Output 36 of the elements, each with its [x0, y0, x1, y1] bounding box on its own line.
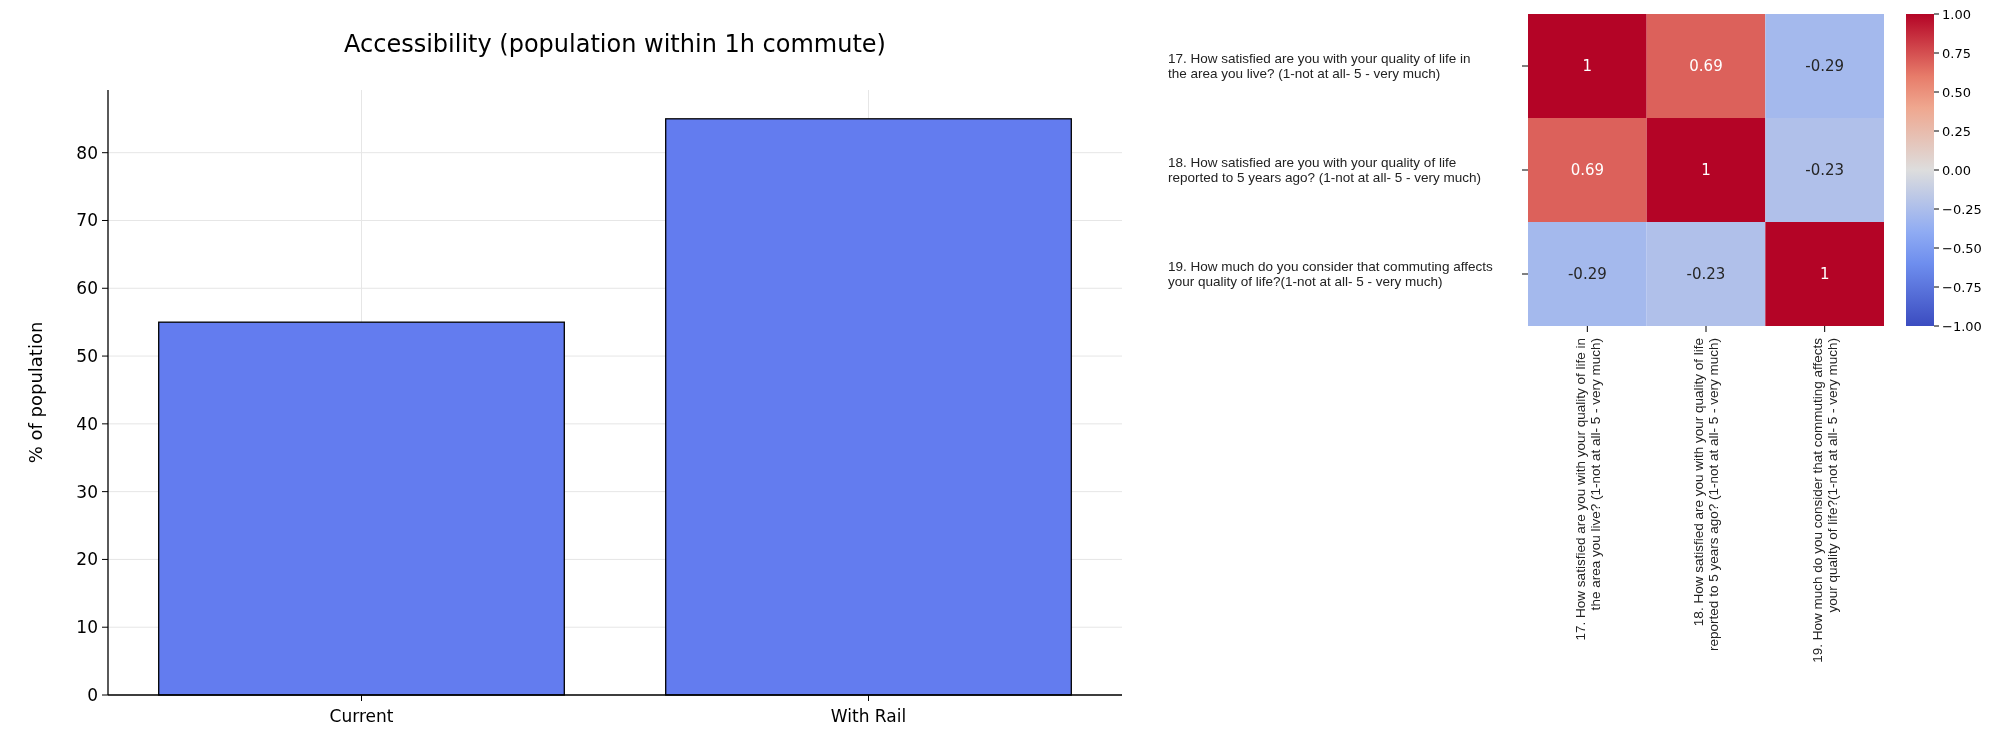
- data-label: -0.29: [1567, 265, 1607, 284]
- y-tick-label: 10: [76, 617, 98, 638]
- color-bar-label: −0.25: [1942, 201, 1982, 217]
- y-tick-label: 80: [76, 142, 98, 163]
- chart-title: Accessibility (population within 1h commute): [344, 30, 886, 58]
- color-bar-label: −0.75: [1942, 279, 1982, 295]
- y-tick-label: 60: [76, 278, 98, 299]
- x-tick-label: Current: [329, 706, 394, 726]
- color-bar-label: −0.50: [1942, 240, 1982, 256]
- data-label: 1: [1582, 57, 1593, 76]
- data-label: -0.29: [1805, 57, 1845, 76]
- y-tick-label: 20: [76, 549, 98, 570]
- y-tick-label: 40: [76, 413, 98, 434]
- y-tick-label: 70: [76, 210, 98, 231]
- y-tick-label: 30: [76, 481, 98, 502]
- data-label: -0.23: [1686, 265, 1726, 284]
- data-label: 1: [1701, 161, 1711, 180]
- y-axis-title: % of population: [25, 321, 46, 464]
- y-tick-label: 18. How satisfied are you with your quality of life reported to 5 years ago? (1-not at all- 5 - very much): [1168, 155, 1481, 186]
- data-label: 0.69: [1689, 57, 1723, 76]
- x-tick-label: 19. How much do you consider that commuting affects your quality of life?(1-not at all- 5 - very much): [1809, 337, 1840, 663]
- data-label: 0.69: [1570, 161, 1605, 180]
- y-tick-label: 19. How much do you consider that commuting affects your quality of life?(1-not at all- 5 - very much): [1168, 259, 1493, 290]
- color-bar-label: −1.00: [1942, 318, 1982, 334]
- x-tick-label: With Rail: [830, 706, 907, 726]
- color-bar-label: 1.00: [1942, 6, 1971, 22]
- color-bar-label: 0.75: [1942, 45, 1971, 61]
- color-bar-label: 0.50: [1942, 84, 1971, 100]
- color-bar-label: 0.00: [1942, 162, 1971, 178]
- x-tick-label: 18. How satisfied are you with your quality of life reported to 5 years ago? (1-not at all- 5 - very much): [1691, 338, 1722, 651]
- color-bar-label: 0.25: [1942, 123, 1971, 139]
- data-label: -0.23: [1805, 161, 1845, 180]
- y-tick-label: 50: [76, 346, 98, 367]
- y-tick-label: 0: [87, 684, 98, 705]
- data-label: 1: [1819, 265, 1830, 284]
- y-tick-label: 17. How satisfied are you with your quality of life in the area you live? (1-not at all- 5 - very much): [1168, 51, 1471, 82]
